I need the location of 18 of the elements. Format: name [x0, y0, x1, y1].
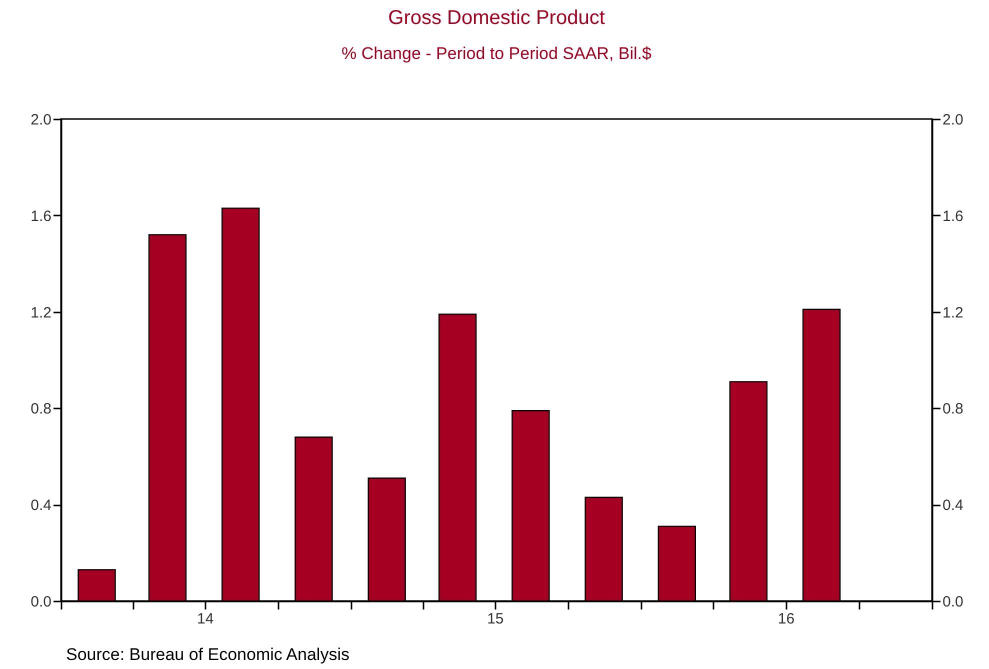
y2-tick-label: 0.8 — [942, 400, 964, 418]
y-tick-label: 1.2 — [30, 304, 52, 322]
y2-tick-label: 2.0 — [942, 112, 964, 128]
source-note: Source: Bureau of Economic Analysis — [66, 645, 350, 665]
y2-tick-label: 1.2 — [942, 304, 964, 322]
y2-tick-label: 0.4 — [942, 497, 964, 514]
chart-subtitle: % Change - Period to Period SAAR, Bil.$ — [342, 44, 652, 63]
y-tick-label: 0.0 — [30, 594, 52, 610]
x-tick-label: 16 — [778, 610, 795, 628]
x-tick-label: 15 — [487, 610, 504, 628]
chart-title: Gross Domestic Product — [388, 7, 606, 29]
y2-tick-label: 1.6 — [942, 208, 964, 225]
y-tick-label: 0.4 — [30, 497, 52, 514]
y2-tick-label: 0.0 — [942, 594, 964, 610]
y-tick-label: 2.0 — [30, 112, 52, 128]
y-tick-label: 0.8 — [30, 400, 52, 418]
x-tick-label: 14 — [197, 610, 214, 628]
y-tick-label: 1.6 — [30, 208, 52, 225]
